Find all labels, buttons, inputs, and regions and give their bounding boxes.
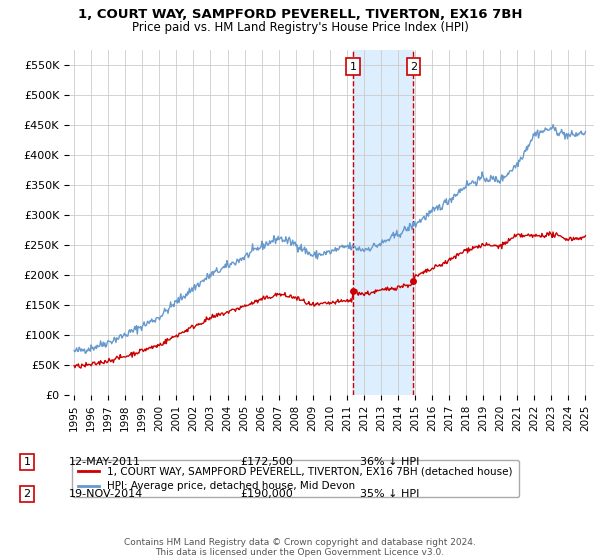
Text: 1: 1 (23, 457, 31, 467)
Text: £172,500: £172,500 (240, 457, 293, 467)
Text: 2: 2 (23, 489, 31, 499)
Text: 1, COURT WAY, SAMPFORD PEVERELL, TIVERTON, EX16 7BH: 1, COURT WAY, SAMPFORD PEVERELL, TIVERTO… (78, 8, 522, 21)
Text: Contains HM Land Registry data © Crown copyright and database right 2024.
This d: Contains HM Land Registry data © Crown c… (124, 538, 476, 557)
Text: Price paid vs. HM Land Registry's House Price Index (HPI): Price paid vs. HM Land Registry's House … (131, 21, 469, 34)
Bar (353, 50, 413, 395)
Text: 2: 2 (410, 62, 417, 72)
Text: £190,000: £190,000 (240, 489, 293, 499)
Text: 12-MAY-2011: 12-MAY-2011 (69, 457, 141, 467)
Text: 1: 1 (349, 62, 356, 72)
Text: 19-NOV-2014: 19-NOV-2014 (69, 489, 143, 499)
Text: 36% ↓ HPI: 36% ↓ HPI (360, 457, 419, 467)
Legend: 1, COURT WAY, SAMPFORD PEVERELL, TIVERTON, EX16 7BH (detached house), HPI: Avera: 1, COURT WAY, SAMPFORD PEVERELL, TIVERTO… (71, 460, 519, 497)
Text: 35% ↓ HPI: 35% ↓ HPI (360, 489, 419, 499)
